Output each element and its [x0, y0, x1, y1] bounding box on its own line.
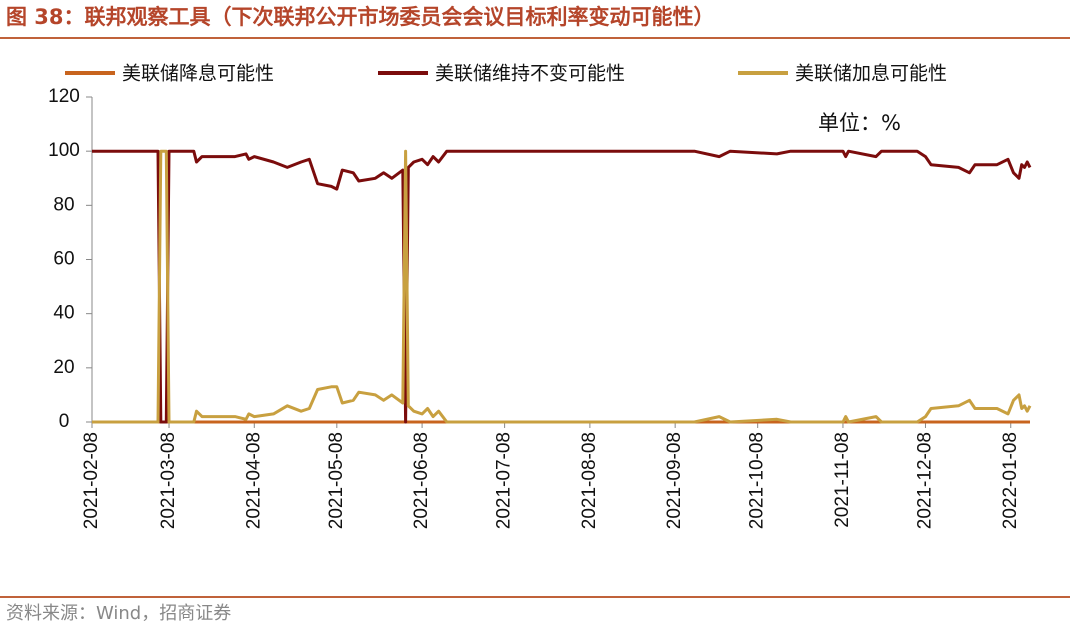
x-tick-label: 2021-11-08 — [832, 432, 853, 528]
x-tick-label: 2021-03-08 — [158, 432, 179, 529]
y-tick-label: 40 — [53, 303, 74, 324]
legend-label: 美联储加息可能性 — [795, 63, 947, 85]
y-tick-label: 80 — [53, 194, 74, 215]
x-tick-label: 2021-10-08 — [747, 432, 768, 529]
x-tick-label: 2021-09-08 — [664, 432, 685, 529]
x-tick-label: 2022-01-08 — [1000, 432, 1021, 529]
y-tick-label: 0 — [59, 411, 70, 432]
series-line — [92, 149, 1032, 424]
y-tick-label: 120 — [48, 86, 80, 107]
x-tick-label: 2021-02-08 — [81, 432, 102, 529]
series-line — [92, 149, 1032, 424]
legend-label: 美联储维持不变可能性 — [435, 63, 625, 85]
source: 资料来源：Wind，招商证券 — [6, 603, 231, 624]
x-tick-label: 2021-08-08 — [579, 432, 600, 529]
chart-title: 图 38：联邦观察工具（下次联邦公开市场委员会会议目标利率变动可能性） — [6, 5, 715, 29]
y-tick-label: 60 — [53, 249, 74, 270]
x-tick-label: 2021-12-08 — [914, 432, 935, 529]
y-tick-label: 20 — [53, 357, 74, 378]
x-tick-label: 2021-04-08 — [243, 432, 264, 529]
x-tick-label: 2021-07-08 — [494, 432, 515, 529]
y-tick-label: 100 — [48, 140, 80, 161]
legend-label: 美联储降息可能性 — [122, 63, 274, 85]
x-tick-label: 2021-05-08 — [326, 432, 347, 529]
unit-label: 单位：% — [818, 111, 901, 135]
x-tick-label: 2021-06-08 — [411, 432, 432, 529]
